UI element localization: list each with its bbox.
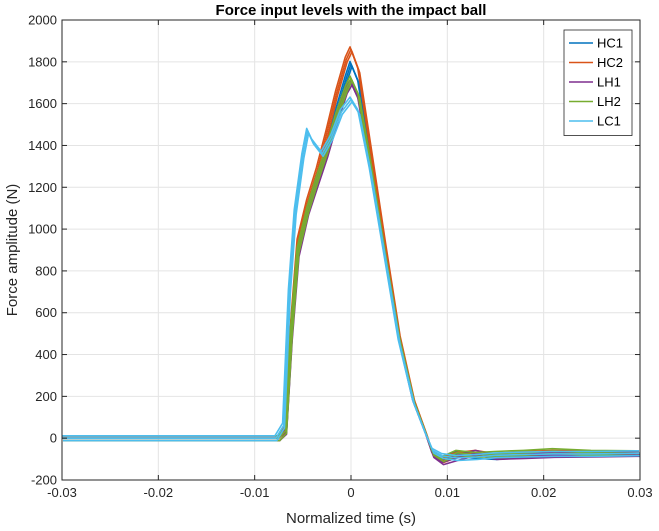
x-tick-label: 0.01 (435, 485, 460, 500)
y-tick-label: 800 (35, 263, 57, 278)
legend-label: LH2 (597, 94, 621, 109)
legend: HC1 HC2 LH1 LH2 LC1 (563, 29, 633, 136)
y-tick-label: 1800 (28, 54, 57, 69)
x-tick-label: -0.02 (144, 485, 174, 500)
y-tick-label: 1000 (28, 222, 57, 237)
legend-label: LC1 (597, 114, 621, 129)
y-tick-label: 0 (50, 431, 57, 446)
legend-label: LH1 (597, 75, 621, 90)
x-tick-label: 0 (347, 485, 354, 500)
y-axis-label: Force amplitude (N) (4, 184, 21, 317)
x-tick-label: 0.03 (627, 485, 652, 500)
y-tick-label: 600 (35, 305, 57, 320)
y-tick-label: 400 (35, 347, 57, 362)
plot-area: -0.03 -0.02 -0.01 0 0.01 0.02 0.03 -200 0 200 400 6… (28, 13, 653, 501)
chart-title: Force input levels with the impact ball (216, 2, 487, 19)
x-tick-label: -0.03 (47, 485, 77, 500)
y-tick-label: 2000 (28, 13, 57, 28)
x-axis-label: Normalized time (s) (286, 510, 416, 527)
legend-label: HC1 (597, 36, 623, 51)
series-lines (62, 46, 640, 466)
series-line-lc1 (63, 101, 640, 462)
series-line-lh2 (63, 80, 640, 463)
x-tick-label: -0.01 (240, 485, 270, 500)
y-tick-label: -200 (31, 473, 57, 488)
legend-label: HC2 (597, 55, 623, 70)
y-tick-label: 1400 (28, 138, 57, 153)
x-tick-label: 0.02 (531, 485, 556, 500)
y-tick-label: 1200 (28, 180, 57, 195)
y-tick-label: 1600 (28, 96, 57, 111)
y-tick-label: 200 (35, 389, 57, 404)
